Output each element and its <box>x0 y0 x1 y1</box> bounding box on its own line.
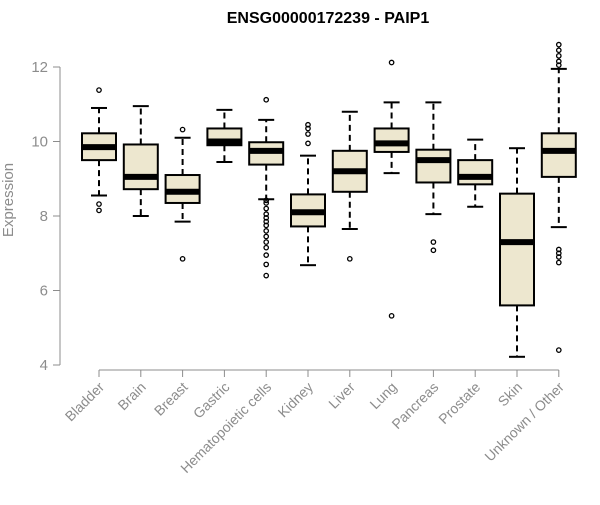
y-axis-label: Expression <box>0 163 17 237</box>
box-group <box>331 110 368 262</box>
outlier-point <box>263 233 270 240</box>
box-body <box>415 148 452 184</box>
outlier-point <box>263 239 270 245</box>
outlier-point <box>263 261 270 268</box>
outlier-point <box>263 211 270 217</box>
outlier-point <box>388 312 395 319</box>
y-tick-label: 8 <box>40 208 48 225</box>
outlier-point <box>555 41 562 48</box>
outlier-point <box>263 205 270 212</box>
outlier-point <box>555 254 562 260</box>
outlier-point <box>305 121 311 128</box>
y-tick-label: 6 <box>40 283 48 300</box>
outlier-point <box>263 272 270 279</box>
y-tick-label: 10 <box>31 134 48 151</box>
box-group <box>122 105 159 217</box>
outlier-point <box>263 96 270 103</box>
outlier-point <box>555 47 562 54</box>
box-group <box>290 121 326 267</box>
box-group <box>540 41 577 353</box>
x-tick-label: Liver <box>325 379 358 412</box>
x-tick-label: Unknown / Other <box>481 379 567 465</box>
outlier-point <box>96 201 102 207</box>
outlier-point <box>555 347 562 353</box>
outlier-point <box>263 218 270 225</box>
x-tick-label: Lung <box>366 379 399 412</box>
x-tick-label: Prostate <box>435 379 483 427</box>
outlier-point <box>430 247 437 254</box>
box-group <box>499 147 535 358</box>
outlier-point <box>555 246 562 253</box>
x-tick-label: Brain <box>114 379 148 413</box>
outlier-point <box>388 59 395 66</box>
outlier-point <box>263 215 270 221</box>
outlier-point <box>305 140 311 147</box>
outlier-point <box>263 244 270 251</box>
box-body <box>540 132 577 178</box>
outlier-point <box>96 207 102 214</box>
box-group <box>457 138 494 208</box>
box-group <box>81 87 117 214</box>
outlier-point <box>263 197 270 204</box>
outlier-point <box>430 239 437 245</box>
box-group <box>415 101 452 254</box>
box-group <box>248 96 285 279</box>
box-series <box>81 41 577 358</box>
outlier-point <box>305 131 311 137</box>
outlier-point <box>263 252 270 258</box>
x-tick-label: Skin <box>495 379 526 410</box>
outlier-point <box>305 125 311 132</box>
box-body <box>499 192 535 307</box>
y-tick-label: 4 <box>40 357 48 374</box>
chart-title: ENSG00000172239 - PAIP1 <box>227 10 430 27</box>
outlier-point <box>346 255 353 262</box>
outlier-point <box>555 58 562 65</box>
box-body <box>373 127 410 153</box>
box-group <box>206 108 243 163</box>
y-axis: 4 6 8 10 12 <box>31 59 61 374</box>
outlier-point <box>555 259 562 266</box>
box-body <box>457 159 494 186</box>
box-body <box>122 143 159 191</box>
x-tick-label: Kidney <box>275 379 317 421</box>
x-tick-label: Bladder <box>62 379 108 425</box>
box-group <box>373 59 410 319</box>
outlier-point <box>555 62 562 68</box>
outlier-point <box>263 200 270 206</box>
outlier-point <box>179 255 186 262</box>
outlier-point <box>263 228 270 234</box>
outlier-point <box>555 250 562 257</box>
outlier-point <box>179 126 186 133</box>
outlier-point <box>263 222 270 229</box>
outlier-point <box>96 87 102 93</box>
box-group <box>164 126 201 262</box>
outlier-point <box>555 52 562 59</box>
x-tick-label: Breast <box>151 379 191 419</box>
y-tick-label: 12 <box>31 59 48 76</box>
